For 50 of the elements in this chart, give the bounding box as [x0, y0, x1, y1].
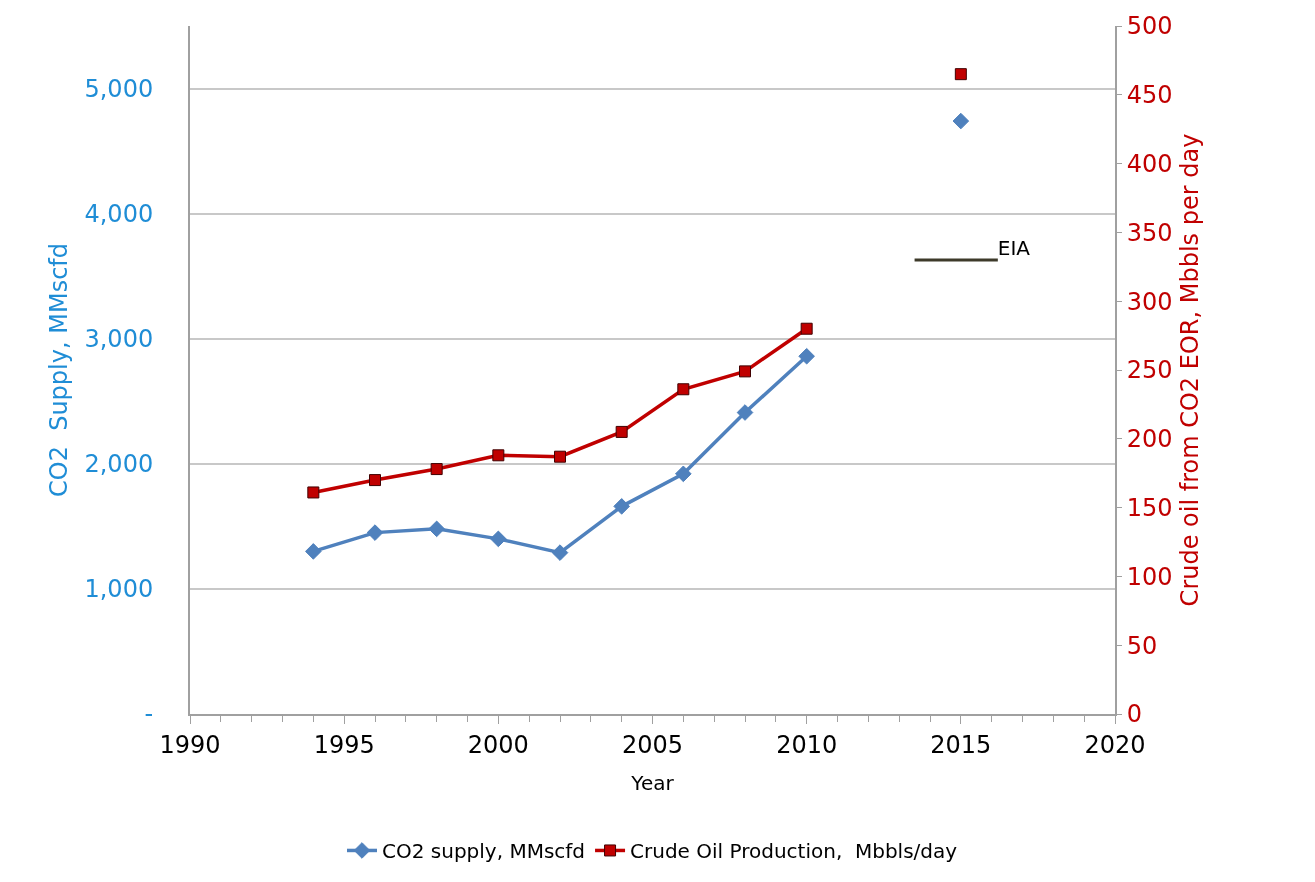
- point: [615, 425, 628, 438]
- series-label: EIA: [997, 235, 1031, 260]
- y-tick-label: 3,000: [84, 325, 154, 354]
- y2-tick-label: 450: [1126, 81, 1173, 110]
- x-tick-label: 2020: [1084, 730, 1146, 759]
- y-tick-label: 1,000: [84, 575, 154, 604]
- y2-tick-label: 350: [1126, 218, 1173, 247]
- y2-tick-label: 250: [1126, 356, 1173, 385]
- point: [366, 524, 384, 541]
- y-tick-label: -: [144, 700, 154, 729]
- y-tick-label: 5,000: [84, 74, 154, 103]
- y2-tick-label: 200: [1126, 425, 1173, 454]
- point: [736, 404, 754, 421]
- x-axis-title: Year: [630, 770, 675, 795]
- point: [798, 347, 815, 365]
- point: [551, 544, 569, 561]
- y2-tick-label: 0: [1126, 700, 1143, 729]
- y-tick-label: 2,000: [84, 450, 154, 479]
- x-tick-label: 1995: [313, 730, 375, 759]
- y2-tick-label: 300: [1126, 287, 1173, 316]
- x-tick-label: 1990: [159, 730, 221, 759]
- y2-tick-label: 100: [1126, 562, 1173, 591]
- y2-tick-label: 150: [1126, 494, 1173, 522]
- point: [675, 465, 692, 483]
- y2-tick-label: 50: [1126, 631, 1158, 660]
- point: [954, 68, 967, 81]
- point: [554, 450, 566, 463]
- x-tick-label: 2010: [776, 730, 838, 759]
- y-tick-label: 4,000: [84, 200, 154, 229]
- y2-tick-label: 400: [1126, 150, 1173, 178]
- point: [739, 365, 751, 378]
- point: [952, 112, 970, 130]
- x-tick-label: 2005: [621, 730, 684, 759]
- point: [307, 486, 320, 499]
- point: [490, 530, 507, 548]
- legend-label: CO2 supply, MMscfd: [382, 839, 586, 864]
- legend-label: Crude Oil Production, Mbbls/day: [630, 839, 958, 864]
- point: [492, 449, 505, 462]
- y2-axis-title: Crude oil from CO2 EOR, Mbbls per day: [1176, 133, 1205, 607]
- point: [800, 322, 813, 335]
- x-tick-label: 2015: [930, 730, 992, 759]
- point: [613, 498, 630, 515]
- y2-tick-label: 500: [1126, 12, 1173, 41]
- point: [369, 474, 381, 487]
- point: [430, 463, 443, 476]
- point: [428, 520, 445, 538]
- y-axis-title: CO2 Supply, MMscfd: [45, 242, 74, 498]
- point: [677, 383, 690, 396]
- point: [305, 543, 322, 560]
- x-tick-label: 2000: [467, 730, 529, 759]
